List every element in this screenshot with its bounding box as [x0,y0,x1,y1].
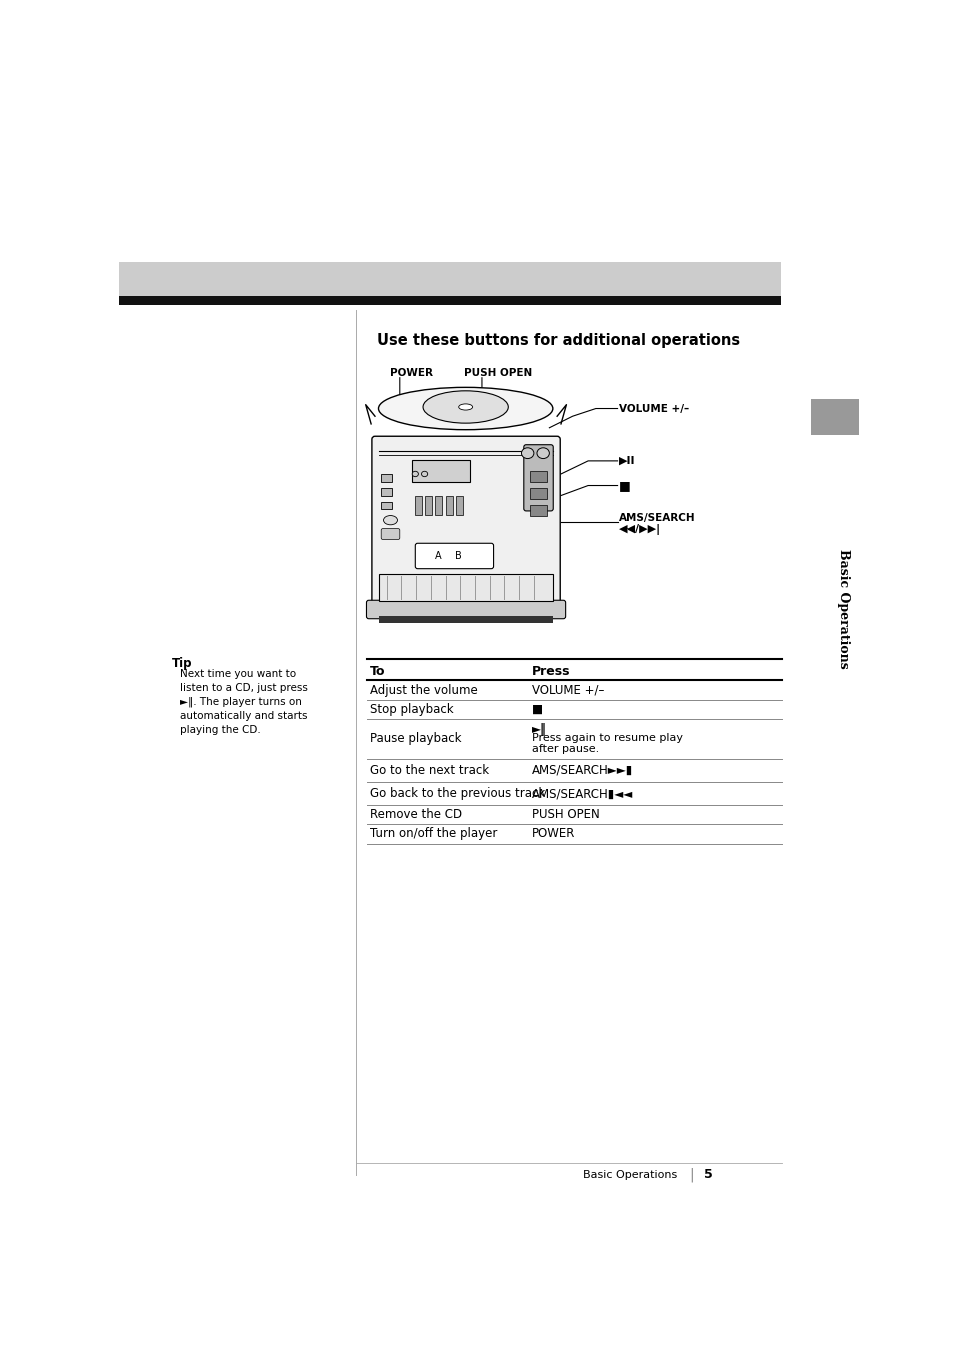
Bar [530,488,546,499]
FancyBboxPatch shape [523,444,553,511]
Bar [412,461,470,482]
FancyBboxPatch shape [366,600,565,619]
Bar [435,496,442,515]
Ellipse shape [521,447,534,458]
Text: Adjust the volume: Adjust the volume [369,684,476,697]
Text: Press: Press [532,665,570,678]
Text: ▶II: ▶II [618,455,635,466]
Bar [415,496,422,515]
Ellipse shape [378,388,553,430]
Text: Remove the CD: Remove the CD [369,808,461,821]
Text: A: A [435,551,441,561]
Ellipse shape [537,447,549,458]
Text: PUSH OPEN: PUSH OPEN [532,808,599,821]
Ellipse shape [383,516,397,524]
Bar [381,501,392,509]
Text: Go to the next track: Go to the next track [369,763,488,777]
Bar [425,496,432,515]
Text: Basic Operations: Basic Operations [582,1170,677,1179]
Text: ►‖: ►‖ [532,723,547,736]
Text: POWER: POWER [532,827,575,840]
Bar [119,296,781,305]
Text: ◀◀/▶▶|: ◀◀/▶▶| [618,524,660,535]
Text: Use these buttons for additional operations: Use these buttons for additional operati… [377,334,740,349]
Ellipse shape [412,471,418,477]
Text: POWER: POWER [390,369,433,378]
Text: To: To [369,665,385,678]
Bar [810,399,858,435]
Text: VOLUME +/–: VOLUME +/– [618,404,688,413]
Bar [378,616,553,623]
FancyBboxPatch shape [381,528,399,539]
Text: Press again to resume play
after pause.: Press again to resume play after pause. [532,732,682,754]
Bar [119,262,781,297]
Text: Pause playback: Pause playback [369,732,460,746]
Text: Tip: Tip [172,657,193,670]
Text: Stop playback: Stop playback [369,703,453,716]
Text: AMS/SEARCH: AMS/SEARCH [618,513,695,523]
Text: ■: ■ [532,703,543,716]
Ellipse shape [422,390,508,423]
FancyBboxPatch shape [415,543,493,569]
Text: VOLUME +/–: VOLUME +/– [532,684,604,697]
Text: Turn on/off the player: Turn on/off the player [369,827,497,840]
Bar [530,471,546,482]
Text: |: | [688,1167,693,1182]
Text: AMS/SEARCH▮◄◄: AMS/SEARCH▮◄◄ [532,788,633,800]
Text: ■: ■ [618,480,630,492]
Ellipse shape [421,471,427,477]
Bar [381,488,392,496]
Text: Basic Operations: Basic Operations [836,549,849,669]
Bar [530,505,546,516]
Bar [381,474,392,482]
Text: Next time you want to
listen to a CD, just press
►‖. The player turns on
automat: Next time you want to listen to a CD, ju… [179,669,307,735]
Text: PUSH OPEN: PUSH OPEN [464,369,532,378]
Ellipse shape [458,404,472,411]
Text: B: B [455,551,461,561]
FancyBboxPatch shape [372,436,559,608]
Text: AMS/SEARCH►►▮: AMS/SEARCH►►▮ [532,763,633,777]
Text: 5: 5 [703,1169,712,1181]
Bar [445,496,452,515]
Bar [378,574,553,601]
Bar [456,496,462,515]
Text: Go back to the previous track: Go back to the previous track [369,788,544,800]
